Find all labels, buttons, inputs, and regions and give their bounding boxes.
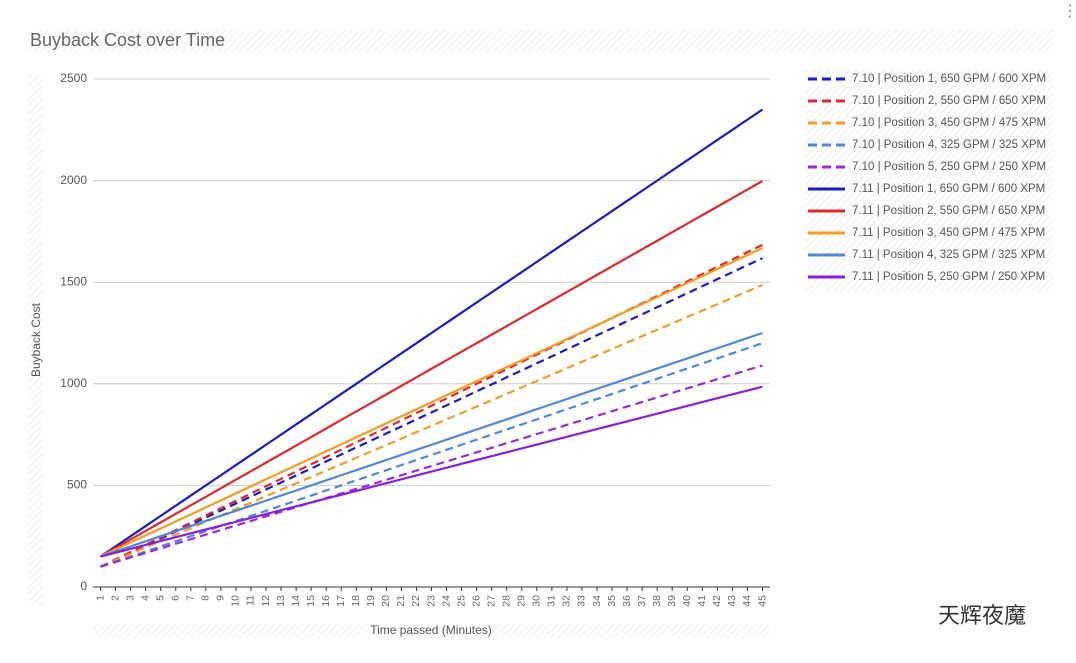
x-tick-label: 24 xyxy=(440,595,452,607)
x-tick-label: 33 xyxy=(576,595,588,607)
series-line xyxy=(99,180,764,558)
x-tick-label: 16 xyxy=(320,595,332,607)
chart-title: Buyback Cost over Time xyxy=(30,30,225,50)
y-tick-label: 500 xyxy=(67,478,87,492)
x-tick-label: 40 xyxy=(681,595,693,607)
x-tick-label: 23 xyxy=(425,595,437,607)
menu-icon[interactable]: ⋮ xyxy=(1062,3,1076,20)
legend-label: 7.10 | Position 5, 250 GPM / 250 XPM xyxy=(852,161,1046,173)
legend-label: 7.10 | Position 4, 325 GPM / 325 XPM xyxy=(852,139,1046,151)
x-tick-label: 22 xyxy=(410,595,422,607)
x-axis-label: Time passed (Minutes) xyxy=(370,623,492,637)
x-tick-label: 1 xyxy=(94,595,106,601)
y-label-band xyxy=(28,75,42,605)
x-tick-label: 2 xyxy=(109,595,121,601)
series-line xyxy=(100,385,763,558)
x-tick-label: 20 xyxy=(380,595,392,607)
series-line xyxy=(100,364,763,568)
x-tick-label: 30 xyxy=(531,595,543,607)
x-tick-label: 34 xyxy=(591,595,603,607)
x-tick-label: 8 xyxy=(200,595,212,601)
x-tick-label: 5 xyxy=(154,595,166,601)
watermark: 天辉夜魔 xyxy=(938,604,1026,629)
x-tick-label: 9 xyxy=(215,595,227,601)
legend-band xyxy=(805,70,1053,292)
x-tick-label: 7 xyxy=(185,595,197,601)
x-tick-label: 37 xyxy=(636,595,648,607)
x-tick-label: 17 xyxy=(335,595,347,607)
x-tick-label: 25 xyxy=(455,595,467,607)
legend-label: 7.10 | Position 3, 450 GPM / 475 XPM xyxy=(852,117,1046,129)
x-tick-label: 19 xyxy=(365,595,377,607)
x-tick-label: 26 xyxy=(470,595,482,607)
title-band xyxy=(28,30,1053,52)
x-tick-label: 27 xyxy=(485,595,497,607)
x-label-band xyxy=(93,624,770,638)
legend-label: 7.10 | Position 1, 650 GPM / 600 XPM xyxy=(852,73,1046,85)
legend-label: 7.11 | Position 1, 650 GPM / 600 XPM xyxy=(852,183,1045,195)
legend-label: 7.11 | Position 2, 550 GPM / 650 XPM xyxy=(852,205,1045,217)
series-line xyxy=(100,247,763,558)
x-tick-label: 11 xyxy=(245,595,257,606)
legend-label: 7.11 | Position 4, 325 GPM / 325 XPM xyxy=(852,249,1045,261)
legend-label: 7.11 | Position 3, 450 GPM / 475 XPM xyxy=(852,227,1045,239)
x-tick-label: 12 xyxy=(260,595,272,607)
x-tick-label: 10 xyxy=(230,595,242,607)
x-tick-label: 32 xyxy=(561,595,573,607)
x-tick-label: 14 xyxy=(290,595,302,607)
x-tick-label: 36 xyxy=(621,595,633,607)
x-tick-label: 42 xyxy=(711,595,723,607)
series-line xyxy=(100,257,763,568)
x-tick-label: 43 xyxy=(726,595,738,607)
series-line xyxy=(100,284,763,568)
y-tick-label: 0 xyxy=(80,579,87,593)
x-tick-label: 15 xyxy=(305,595,317,607)
x-tick-label: 41 xyxy=(696,595,708,607)
series-line xyxy=(100,342,763,568)
legend-label: 7.10 | Position 2, 550 GPM / 650 XPM xyxy=(852,95,1046,107)
x-tick-label: 21 xyxy=(395,595,407,607)
x-tick-label: 44 xyxy=(741,595,753,607)
x-tick-label: 28 xyxy=(501,595,513,607)
y-tick-label: 2500 xyxy=(60,71,87,85)
x-tick-label: 13 xyxy=(275,595,287,607)
series-line xyxy=(99,108,764,558)
x-tick-label: 6 xyxy=(170,595,182,601)
x-tick-label: 29 xyxy=(516,595,528,607)
x-tick-label: 3 xyxy=(124,595,136,601)
x-tick-label: 4 xyxy=(139,595,151,601)
x-tick-label: 18 xyxy=(350,595,362,607)
x-tick-label: 31 xyxy=(546,595,558,607)
series-line xyxy=(100,331,763,558)
x-tick-label: 38 xyxy=(651,595,663,607)
x-tick-label: 45 xyxy=(756,595,768,607)
y-tick-label: 1000 xyxy=(60,376,87,390)
x-tick-label: 39 xyxy=(666,595,678,607)
y-axis-label: Buyback Cost xyxy=(29,302,43,377)
legend-label: 7.11 | Position 5, 250 GPM / 250 XPM xyxy=(852,271,1045,283)
y-tick-label: 2000 xyxy=(60,173,87,187)
y-tick-label: 1500 xyxy=(60,274,87,288)
x-tick-label: 35 xyxy=(606,595,618,607)
